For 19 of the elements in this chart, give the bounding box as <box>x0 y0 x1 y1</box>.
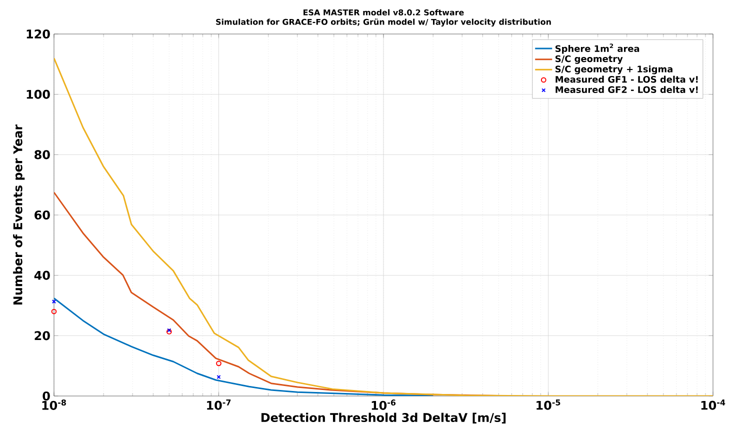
x-tick-label: 10$^{-4}$ <box>701 400 726 410</box>
x-tick-label: 10$^{-6}$ <box>372 400 396 410</box>
y-tick-label: 60 <box>34 210 50 220</box>
legend-label: S/C geometry <box>556 55 623 64</box>
x-tick-label: 10$^{-8}$ <box>42 400 66 410</box>
y-tick-label: 0 <box>42 391 50 401</box>
legend-label: S/C geometry + 1sigma <box>556 65 672 74</box>
y-tick-label: 20 <box>34 331 50 340</box>
y-tick-label: 80 <box>34 150 50 160</box>
x-axis-title: Detection Threshold 3d DeltaV [m/s] <box>261 412 506 424</box>
y-tick-label: 100 <box>26 90 50 99</box>
legend-label: Measured GF2 - LOS delta v! <box>556 86 698 94</box>
legend-label: Measured GF1 - LOS delta v! <box>556 76 698 83</box>
y-tick-label: 120 <box>26 29 50 39</box>
x-tick-label: 10$^{-7}$ <box>207 400 231 410</box>
y-axis-title: Number of Events per Year <box>13 124 25 305</box>
legend-label: Sphere 1m$^{2}$ area <box>556 44 640 54</box>
x-tick-label: 10$^{-5}$ <box>536 400 560 410</box>
y-tick-label: 40 <box>34 270 50 280</box>
